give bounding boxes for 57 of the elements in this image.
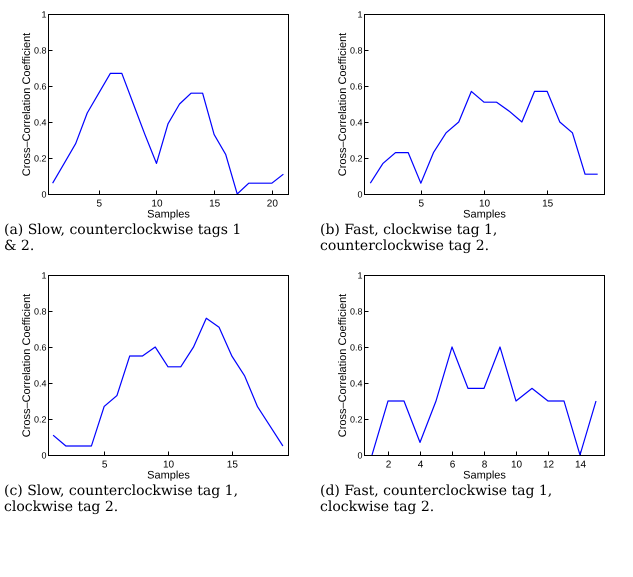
x-tick-label: 10 (478, 198, 490, 210)
y-tick-label: 0.2 (34, 414, 46, 424)
x-tick-label: 12 (542, 460, 554, 470)
x-tick-label: 5 (102, 460, 108, 470)
y-tick-label: 0.6 (350, 342, 362, 352)
y-axis-title: Cross–Correlation Coefficient (20, 294, 33, 438)
y-tick-label: 0 (41, 450, 46, 460)
y-tick-label: 0.4 (350, 118, 362, 128)
y-tick-label: 1 (41, 10, 46, 20)
x-axis-title: Samples (147, 208, 190, 220)
x-tick-label: 15 (226, 460, 238, 470)
line-series (371, 346, 597, 455)
x-tick-label: 15 (209, 198, 221, 210)
y-tick-label: 0.6 (350, 82, 362, 92)
text: (d) Fast, counterclockwise tag 1, clockwise tag 2. (320, 483, 552, 515)
y-tick-label: 0 (41, 190, 46, 200)
y-tick-label: 0.4 (34, 118, 46, 128)
x-tick-label: 6 (450, 460, 456, 470)
y-tick-label: 0.8 (34, 306, 46, 316)
x-tick-label: 14 (574, 460, 586, 470)
x-axis-title: Samples (463, 470, 506, 482)
x-tick-label: 10 (162, 460, 174, 470)
x-tick-label: 10 (151, 198, 163, 210)
text: (a) Slow, counterclockwise tags 1 & 2. (4, 222, 242, 254)
text: (c) Slow, counterclockwise tag 1, clockwise tag 2. (4, 483, 238, 515)
y-axis-title: Cross–Correlation Coefficient (20, 32, 33, 176)
y-tick-label: 0 (357, 190, 362, 200)
x-tick-label: 15 (542, 198, 554, 210)
x-tick-label: 20 (266, 198, 278, 210)
y-tick-label: 0.8 (34, 46, 46, 56)
x-tick-label: 10 (510, 460, 522, 470)
line-series (370, 90, 598, 184)
y-axis-title: Cross–Correlation Coefficient (336, 32, 349, 176)
x-tick-label: 5 (96, 198, 102, 210)
x-tick-label: 5 (418, 198, 425, 210)
y-axis-title: Cross–Correlation Coefficient (336, 294, 349, 438)
y-tick-label: 0.2 (34, 154, 46, 164)
line-series (52, 72, 284, 194)
x-axis-title: Samples (463, 208, 506, 220)
y-tick-label: 0.6 (34, 82, 46, 92)
text: (b) Fast, clockwise tag 1, counterclockwise tag 2. (320, 222, 498, 254)
y-tick-label: 0.4 (350, 378, 362, 388)
y-tick-label: 0.4 (34, 378, 46, 388)
x-tick-label: 2 (386, 460, 392, 470)
y-tick-label: 1 (357, 270, 362, 280)
x-axis-title: Samples (147, 470, 190, 482)
y-tick-label: 0.8 (350, 46, 362, 56)
y-tick-label: 1 (41, 270, 46, 280)
y-tick-label: 0.8 (350, 306, 362, 316)
x-tick-label: 8 (482, 460, 488, 470)
line-series (52, 318, 284, 447)
y-tick-label: 0 (357, 450, 362, 460)
y-tick-label: 0.2 (350, 154, 362, 164)
y-tick-label: 1 (357, 10, 362, 20)
y-tick-label: 0.6 (34, 342, 46, 352)
y-tick-label: 0.2 (350, 414, 362, 424)
x-tick-label: 4 (418, 460, 424, 470)
